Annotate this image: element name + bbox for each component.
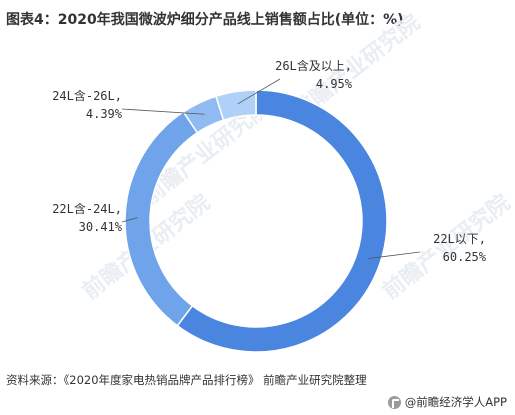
slice-category-label: 24L含-26L, [52,88,122,103]
background-watermark-text: 前瞻产业研究院 [378,189,515,304]
leader-line [237,78,281,105]
donut-slice [214,89,257,122]
slice-value-label: 4.95% [316,77,353,91]
leader-line [121,108,205,115]
footer-text: @前瞻经济学人APP [404,395,507,409]
donut-slice [176,89,388,353]
slice-category-label: 22L以下, [433,232,486,246]
slice-value-label: 4.39% [86,107,123,121]
slice-category-label: 22L含-24L, [52,201,122,216]
leader-line [368,251,421,259]
source-note: 资料来源：《2020年度家电热销品牌产品排行榜》 前瞻产业研究院整理 [6,373,367,387]
footer-brand: @前瞻经济学人APP [387,394,507,410]
slice-value-label: 60.25% [443,250,487,264]
slice-value-label: 30.41% [79,220,123,234]
leader-line [121,217,138,223]
slice-category-label: 26L含及以上, [275,58,352,73]
chart-title: 图表4：2020年我国微波炉细分产品线上销售额占比(单位：%) [6,12,404,28]
qianzhan-logo-icon [387,395,401,409]
